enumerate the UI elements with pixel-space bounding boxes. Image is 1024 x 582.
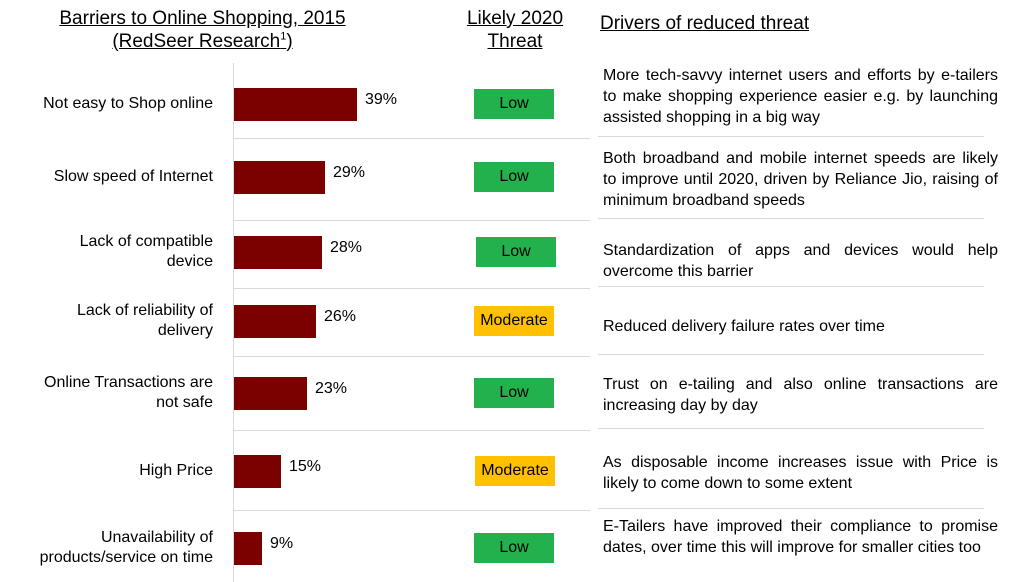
driver-text: Trust on e-tailing and also online trans… <box>603 376 998 414</box>
row-divider <box>234 220 590 221</box>
bar-value-label: 29% <box>333 164 366 181</box>
bar-category-label-line: not safe <box>156 394 213 411</box>
bar-category-label: Unavailability of products/service on tim… <box>20 528 213 568</box>
bar-category-label-line: Slow speed of Internet <box>53 168 213 185</box>
row-divider <box>598 136 984 137</box>
bar <box>234 87 357 121</box>
threat-badge: Moderate <box>474 306 554 336</box>
driver-text: E-Tailers have improved their compliance… <box>603 518 998 556</box>
chart-source: (RedSeer Research1) <box>30 30 375 53</box>
bar-category-label-line: Unavailability of <box>100 529 213 546</box>
chart-source-text: (RedSeer Research <box>112 31 281 52</box>
bar-category-label-line: Lack of compatible <box>79 233 213 250</box>
driver-text: More tech-savvy internet users and effor… <box>603 67 998 126</box>
bar-category-label-line: device <box>166 253 213 270</box>
bar-category-label-line: Lack of reliability of <box>76 302 213 319</box>
bar-category-label: Not easy to Shop online <box>20 94 213 114</box>
row-divider <box>598 354 984 355</box>
bar <box>234 235 322 269</box>
driver-text: Standardization of apps and devices woul… <box>603 242 998 280</box>
bar <box>234 454 281 488</box>
drivers-header-text: Drivers of reduced threat <box>600 13 810 34</box>
bar-category-label-line: products/service on time <box>39 549 213 566</box>
chart-axis-line <box>233 63 234 582</box>
chart-title: Barriers to Online Shopping, 2015 (RedSe… <box>30 7 375 53</box>
row-divider <box>234 288 590 289</box>
bar-category-label-line: delivery <box>157 322 213 339</box>
threat-badge: Low <box>474 533 554 563</box>
bar-value-label: 39% <box>365 91 398 108</box>
threat-badge: Low <box>474 162 554 192</box>
bar-value-label: 23% <box>315 380 348 397</box>
bar-category-label: Lack of reliability of delivery <box>20 301 213 341</box>
bar-category-label-line: High Price <box>139 462 213 479</box>
row-divider <box>234 510 590 511</box>
driver-text: As disposable income increases issue wit… <box>603 454 998 492</box>
driver-text: Both broadband and mobile internet speed… <box>603 150 998 209</box>
bar-category-label-line: Not easy to Shop online <box>43 95 213 112</box>
row-divider <box>598 508 984 509</box>
drivers-column-header: Drivers of reduced threat <box>600 12 809 35</box>
row-divider <box>234 356 590 357</box>
bar <box>234 304 316 338</box>
driver-text: Reduced delivery failure rates over time <box>603 318 885 335</box>
bar-value-label: 15% <box>289 458 322 475</box>
bar <box>234 160 325 194</box>
bar <box>234 531 262 565</box>
chart-source-close: ) <box>286 31 293 52</box>
bar-category-label: High Price <box>20 461 213 481</box>
chart-title-line: Barriers to Online Shopping, 2015 <box>59 8 346 29</box>
bar-value-label: 26% <box>324 308 357 325</box>
threat-header-line2: Threat <box>487 31 543 52</box>
threat-badge: Low <box>474 89 554 119</box>
threat-badge: Moderate <box>475 456 555 486</box>
bar-value-label: 28% <box>330 239 363 256</box>
row-divider <box>234 430 590 431</box>
row-divider <box>598 286 984 287</box>
bar-category-label: Online Transactions are not safe <box>20 373 213 413</box>
threat-header-line1: Likely 2020 <box>466 8 564 29</box>
row-divider <box>598 218 984 219</box>
threat-badge: Low <box>474 378 554 408</box>
bar <box>234 376 307 410</box>
threat-column-header: Likely 2020 Threat <box>455 7 575 53</box>
chart-source-footnote: 1 <box>280 30 287 43</box>
bar-category-label-line: Online Transactions are <box>44 374 213 391</box>
bar-value-label: 9% <box>270 535 294 552</box>
threat-badge: Low <box>476 237 556 267</box>
row-divider <box>598 428 984 429</box>
bar-category-label: Slow speed of Internet <box>20 167 213 187</box>
row-divider <box>234 138 590 139</box>
bar-category-label: Lack of compatible device <box>20 232 213 272</box>
